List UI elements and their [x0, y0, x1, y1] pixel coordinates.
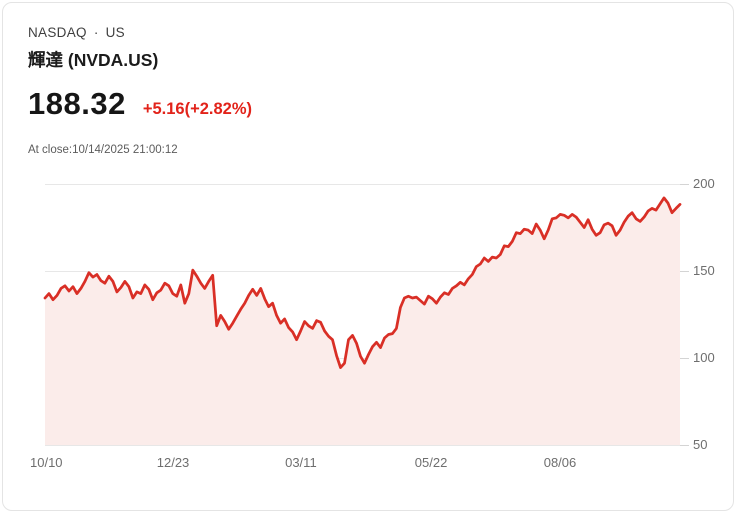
price-row: 188.32 +5.16(+2.82%): [28, 86, 252, 122]
y-axis-label-50: 50: [693, 437, 708, 452]
stock-title: 輝達 (NVDA.US): [28, 50, 159, 70]
price-chart[interactable]: [43, 184, 682, 445]
x-axis-label-03-11: 03/11: [285, 455, 317, 470]
y-axis-tick-200: [680, 184, 689, 185]
y-axis-label-100: 100: [693, 350, 715, 365]
as-of-timestamp: At close:10/14/2025 21:00:12: [28, 144, 178, 156]
price-chart-svg: [43, 196, 682, 445]
price-chart-region: 200 150 100 50 10/10 12/23 03/11 05/22 08/06: [3, 3, 736, 513]
exchange-label: NASDAQ: [28, 25, 87, 40]
region-label: US: [105, 25, 125, 40]
price-area-fill: [45, 197, 680, 445]
x-axis-label-12-23: 12/23: [156, 455, 190, 470]
y-axis-tick-100: [680, 358, 689, 359]
x-axis-label-05-22: 05/22: [414, 455, 448, 470]
last-price: 188.32: [28, 86, 126, 121]
exchange-row: NASDAQ · US: [28, 25, 125, 40]
y-axis-label-200: 200: [693, 176, 715, 191]
x-axis-label-08-06: 08/06: [543, 455, 577, 470]
separator-dot: ·: [93, 25, 99, 40]
y-axis-tick-150: [680, 271, 689, 272]
x-axis-label-10-10: 10/10: [29, 455, 63, 470]
y-axis-label-150: 150: [693, 263, 715, 278]
gridline-50: [45, 445, 680, 446]
price-change: +5.16(+2.82%): [142, 100, 252, 118]
price-line: [43, 196, 682, 369]
y-axis-tick-50: [680, 445, 689, 446]
